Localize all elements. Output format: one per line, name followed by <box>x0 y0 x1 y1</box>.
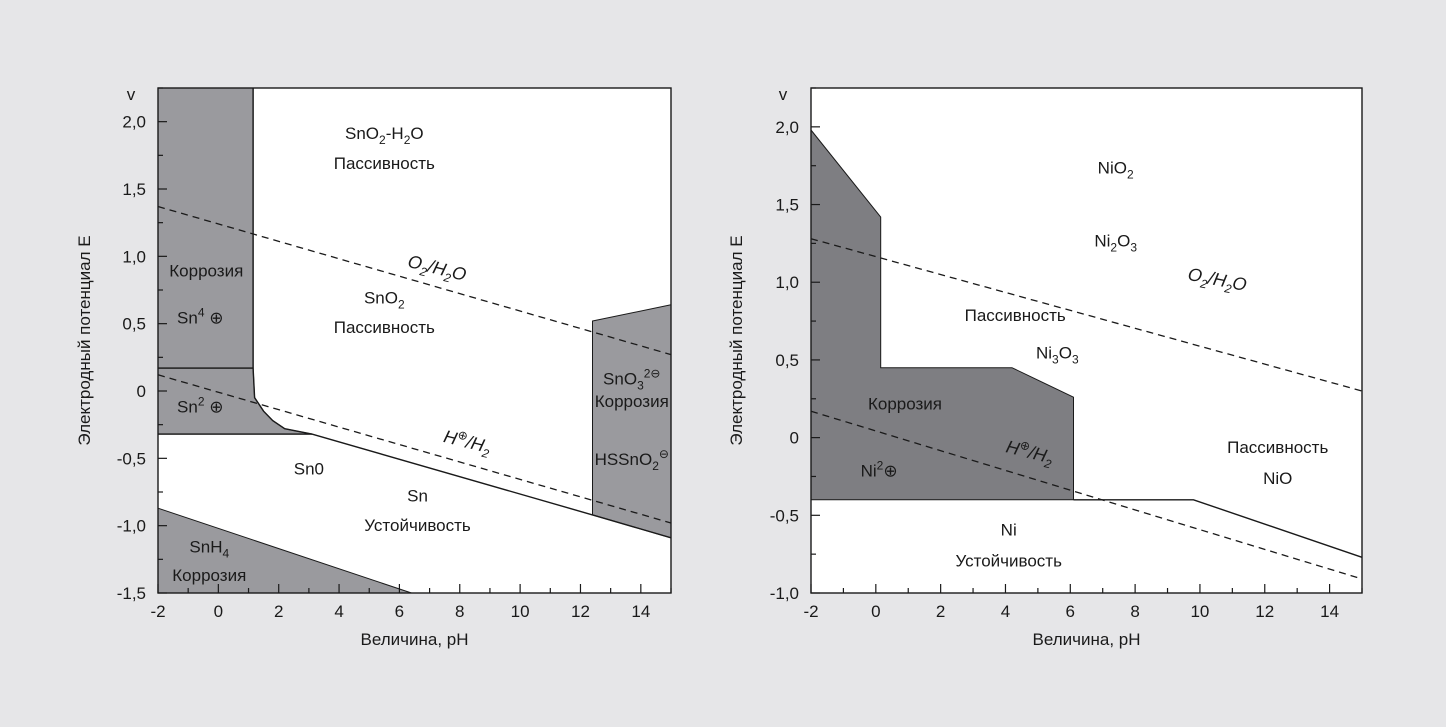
x-tick-label: 4 <box>334 602 343 621</box>
x-tick-label: 10 <box>1190 602 1209 621</box>
x-tick-label: 6 <box>1066 602 1075 621</box>
region-label: Ni <box>1001 521 1017 540</box>
x-tick-label: 14 <box>1320 602 1339 621</box>
y-tick-label: 2,0 <box>122 113 146 132</box>
region-label: Пассивность <box>334 154 435 173</box>
region-label: Коррозия <box>595 392 669 411</box>
x-tick-label: 8 <box>455 602 464 621</box>
x-axis-title: Величина, pH <box>360 630 468 649</box>
x-tick-label: -2 <box>803 602 818 621</box>
boundary-line-0 <box>1073 499 1363 558</box>
x-tick-label: 10 <box>511 602 530 621</box>
region-label: Коррозия <box>172 566 246 585</box>
region-label: Sn2 ⊕ <box>177 395 223 417</box>
line-label: H⊕/H2 <box>441 424 494 461</box>
x-axis-title: Величина, pH <box>1032 630 1140 649</box>
region-label: Ni2⊕ <box>861 458 898 480</box>
region-label: Пассивность <box>334 318 435 337</box>
stability-region-0 <box>810 128 1074 501</box>
x-tick-label: 2 <box>274 602 283 621</box>
region-label: Устойчивость <box>364 516 471 535</box>
x-tick-label: 6 <box>395 602 404 621</box>
y-tick-label: 0 <box>137 382 146 401</box>
plot-area <box>811 88 1362 593</box>
region-label: Пассивность <box>1227 438 1328 457</box>
y-tick-label: 1,5 <box>122 180 146 199</box>
region-label: Коррозия <box>868 395 942 414</box>
y-axis-title: Электродный потенциал E <box>727 235 746 445</box>
region-label: SnH4 <box>189 538 229 561</box>
y-tick-label: 1,0 <box>775 273 799 292</box>
region-label: Sn <box>407 486 428 505</box>
region-label: NiO <box>1263 469 1292 488</box>
y-tick-label: -1,5 <box>117 584 146 603</box>
x-tick-label: 12 <box>1255 602 1274 621</box>
region-label: SnO2-H2O <box>345 124 424 147</box>
region-label: Sn4 ⊕ <box>177 306 223 328</box>
y-axis-title: Электродный потенциал E <box>75 235 94 445</box>
plot-frame <box>157 87 672 594</box>
y-tick-label: 1,0 <box>122 247 146 266</box>
line-label: H⊕/H2 <box>1003 435 1056 472</box>
stability-region-2 <box>592 304 672 539</box>
y-tick-label: -0,5 <box>117 449 146 468</box>
x-tick-label: 0 <box>871 602 880 621</box>
y-axis-unit: v <box>127 85 136 104</box>
region-label: Коррозия <box>169 262 243 281</box>
x-tick-label: 2 <box>936 602 945 621</box>
x-tick-label: -2 <box>150 602 165 621</box>
water-stability-line-1 <box>157 374 672 524</box>
y-tick-label: 0 <box>790 429 799 448</box>
boundary-line-1 <box>252 88 672 539</box>
x-tick-label: 8 <box>1130 602 1139 621</box>
region-label: SnO32⊖ <box>603 366 660 392</box>
y-axis-unit: v <box>779 85 788 104</box>
tin-pourbaix-diagram: -2 0 2 4 6 8 10 12 14 2,0 1,5 1,0 0,5 0 -0,5 -1,0 -1,5 v В… <box>75 85 672 649</box>
y-tick-label: 0,5 <box>775 351 799 370</box>
line-label: O2/H2O <box>1185 264 1248 299</box>
x-tick-label: 0 <box>214 602 223 621</box>
region-label: NiO2 <box>1098 158 1134 181</box>
line-label: O2/H2O <box>405 251 468 289</box>
plot-frame <box>810 87 1363 594</box>
x-tick-label: 14 <box>631 602 650 621</box>
region-label: Устойчивость <box>955 552 1062 571</box>
y-tick-label: 0,5 <box>122 315 146 334</box>
region-label: Ni3O3 <box>1036 343 1079 366</box>
x-tick-label: 12 <box>571 602 590 621</box>
y-tick-label: -0,5 <box>770 506 799 525</box>
y-tick-label: -1,0 <box>770 584 799 603</box>
region-label: HSSnO2⊖ <box>595 447 669 473</box>
x-tick-label: 4 <box>1001 602 1010 621</box>
region-label: SnO2 <box>364 288 405 311</box>
region-label: Пассивность <box>965 306 1066 325</box>
y-tick-label: 1,5 <box>775 196 799 215</box>
region-label: Ni2O3 <box>1094 231 1137 254</box>
y-tick-label: -1,0 <box>117 517 146 536</box>
nickel-pourbaix-diagram: -2 0 2 4 6 8 10 12 14 2,0 1,5 1,0 0,5 0 -0,5 -1,0 v Велич… <box>727 85 1363 649</box>
water-stability-line-0 <box>157 205 672 356</box>
y-tick-label: 2,0 <box>775 118 799 137</box>
region-label: Sn0 <box>294 459 324 478</box>
